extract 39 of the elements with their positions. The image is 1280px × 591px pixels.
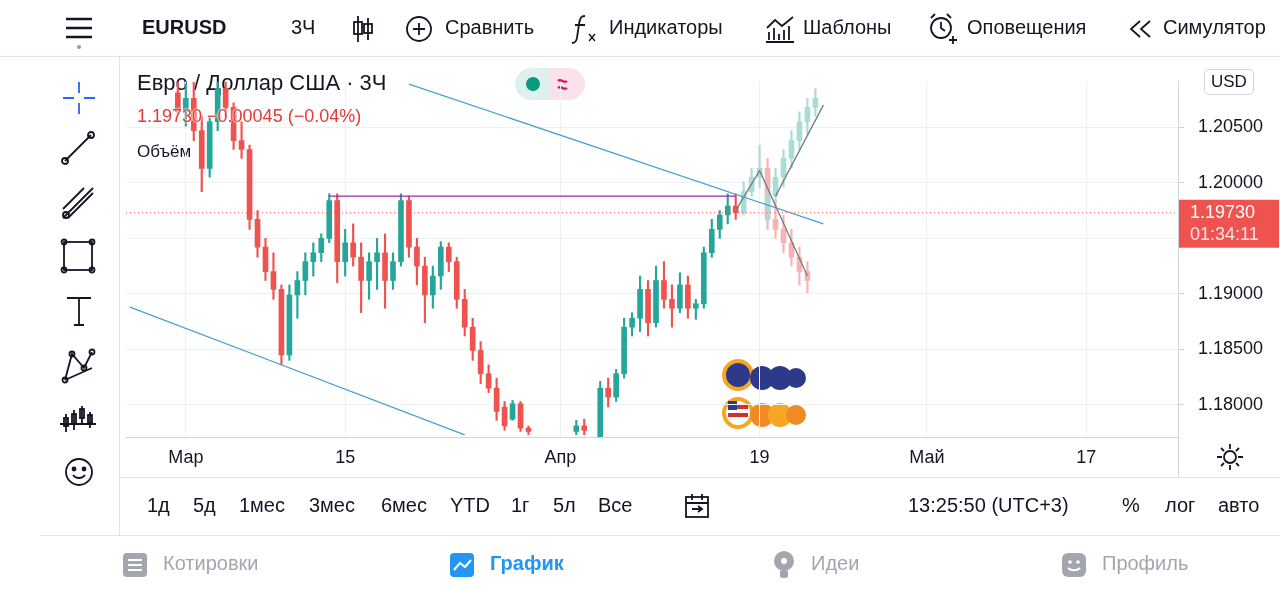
x-tick-label: 17: [1076, 446, 1097, 467]
x-tick-label: Апр: [544, 446, 577, 467]
annotation: Объём: [137, 142, 192, 162]
y-tick-label: 1.19000: [1198, 282, 1264, 303]
text: авто: [1218, 494, 1260, 517]
text: Все: [598, 494, 633, 517]
text: Идеи: [811, 552, 860, 575]
text: Оповещения: [967, 16, 1087, 39]
text: 3мес: [309, 494, 355, 517]
y-axis-title: USD: [1204, 69, 1254, 95]
text: Котировки: [163, 552, 259, 575]
text: Индикаторы: [609, 16, 723, 39]
x-tick-label: 15: [335, 446, 356, 467]
text: лог: [1165, 494, 1196, 517]
y-tick-label: 1.18000: [1198, 393, 1264, 414]
y-tick-label: 1.20000: [1198, 171, 1264, 192]
text: 13:25:50 (UTC+3): [908, 494, 1069, 517]
text: Сравнить: [445, 16, 535, 39]
text: EURUSD: [142, 16, 227, 39]
text: Шаблоны: [803, 16, 892, 39]
text: Симулятор: [1163, 16, 1266, 39]
y-tick-label: 1.18500: [1198, 338, 1264, 359]
text: YTD: [450, 494, 490, 517]
x-tick-label: 19: [749, 446, 770, 467]
text: 5д: [193, 494, 216, 517]
text: 1г: [511, 494, 530, 517]
ref-line-label: 1.19730: [1190, 201, 1256, 222]
text: 1мес: [239, 494, 285, 517]
text: 1д: [147, 494, 170, 517]
text: Профиль: [1102, 552, 1189, 575]
y-tick-label: 1.20500: [1198, 116, 1264, 137]
text: 5л: [553, 494, 576, 517]
text: 01:34:11: [1190, 223, 1259, 244]
x-tick-label: Май: [909, 446, 945, 467]
x-tick-label: Мар: [168, 446, 204, 467]
text: 6мес: [381, 494, 427, 517]
text: График: [490, 552, 564, 575]
text: %: [1122, 494, 1140, 517]
text: 3Ч: [291, 16, 316, 39]
